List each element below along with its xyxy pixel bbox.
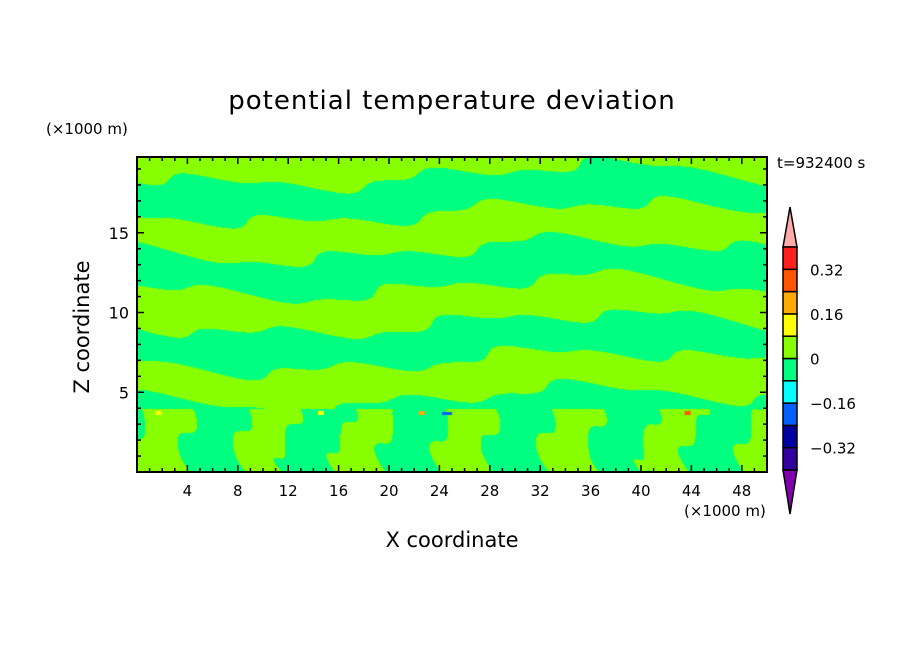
x-tick-label: 12 [279,482,298,500]
y-tick-label: 10 [109,304,129,323]
contour-field [137,157,767,472]
x-tick-label: 40 [631,482,650,500]
x-tick-label: 8 [233,482,243,500]
x-tick-label: 4 [183,482,193,500]
colorbar-swatch [782,402,798,427]
x-tick-label: 32 [531,482,550,500]
time-label: t=932400 s [777,154,866,172]
colorbar-swatch [782,268,798,293]
colorbar-under-triangle [782,469,798,515]
colorbar-swatch [782,380,798,404]
chart-title: potential temperature deviation [228,86,676,116]
colorbar-swatch [782,335,798,360]
colorbar-swatch [782,424,798,449]
colorbar-tick-label: −0.16 [810,395,856,413]
colorbar-swatch [782,357,798,382]
x-tick-label: 28 [480,482,499,500]
colorbar-swatch [782,290,798,315]
colorbar-tick-label: 0.16 [810,306,843,324]
x-axis-unit: (×1000 m) [684,502,766,520]
y-tick-label: 15 [109,224,129,243]
colorbar-tick-label: −0.32 [810,440,856,458]
x-tick-label: 24 [430,482,449,500]
x-tick-label: 48 [732,482,751,500]
colorbar-swatch [782,446,798,471]
x-tick-label: 44 [682,482,701,500]
colorbar-tick-label: 0.32 [810,261,843,279]
colorbar-over-triangle [782,206,798,248]
colorbar-tick-label: 0 [810,351,820,369]
plot-frame [136,156,768,473]
x-tick-label: 16 [329,482,348,500]
colorbar-swatch [782,313,798,337]
x-tick-label: 36 [581,482,600,500]
y-axis-unit: (×1000 m) [46,120,128,138]
x-tick-label: 20 [379,482,398,500]
y-tick-label: 5 [119,383,129,402]
colorbar-swatch [782,246,798,271]
x-axis-label: X coordinate [385,528,519,552]
